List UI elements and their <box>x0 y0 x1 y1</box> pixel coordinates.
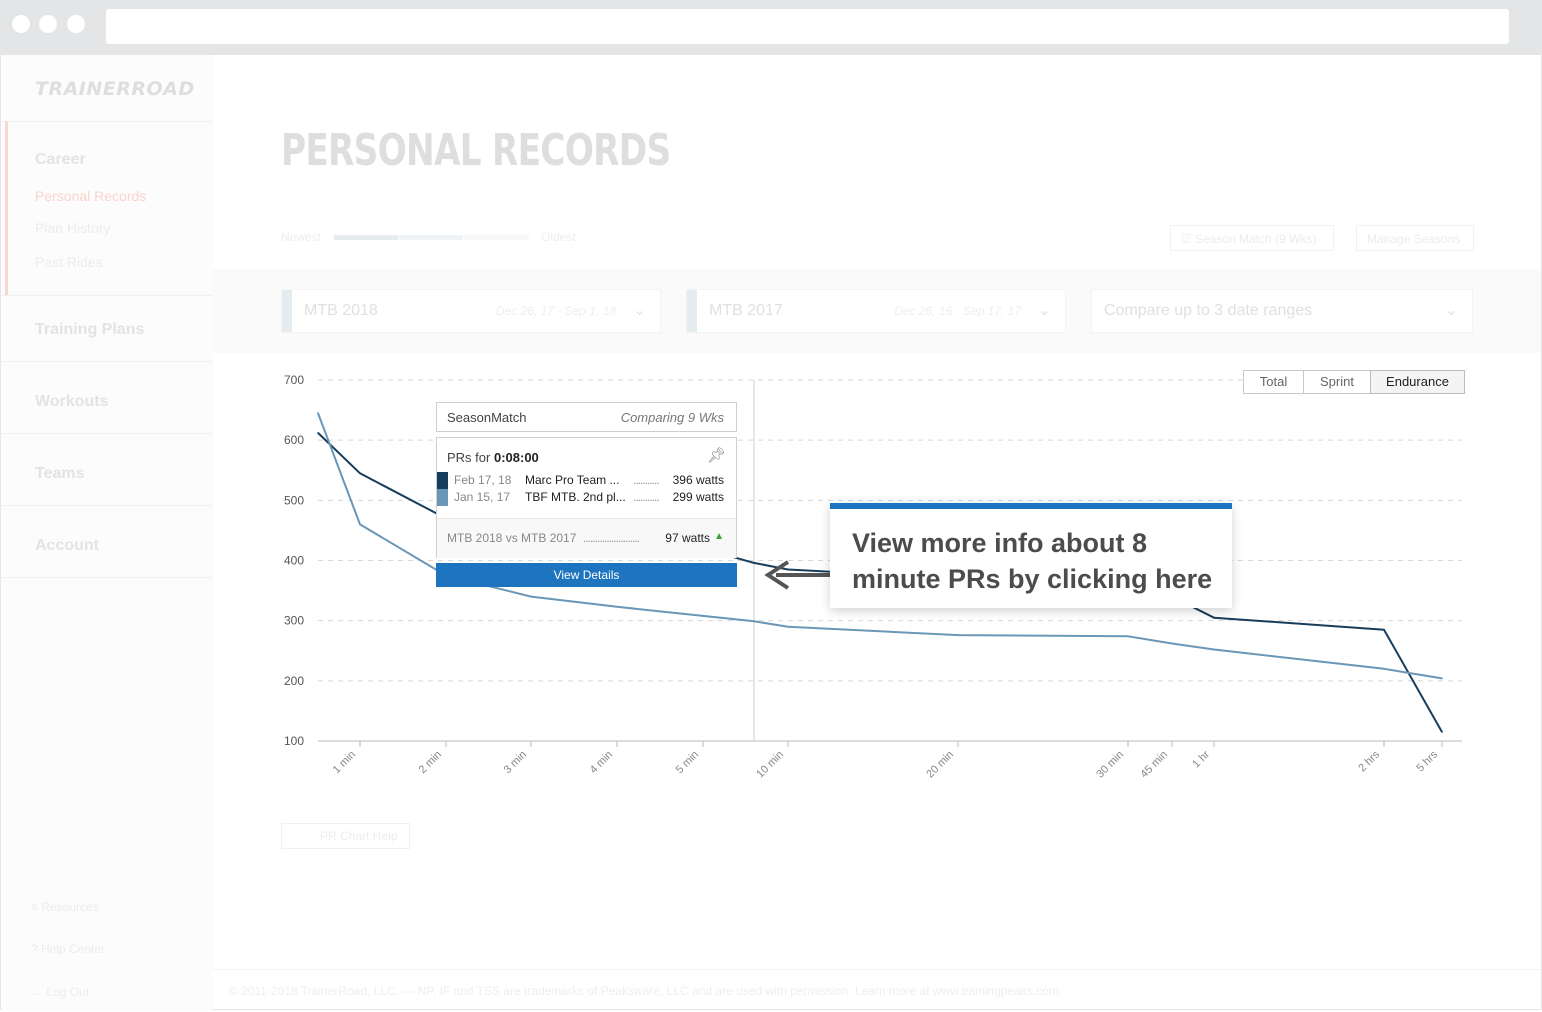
help-center-label: Help Center <box>41 942 106 956</box>
season-match-label: Season Match (9 Wks) <box>1195 232 1317 246</box>
prs-for-label: PRs for <box>447 450 491 465</box>
compare-vs: vs <box>505 531 518 545</box>
chevron-down-icon: ⌄ <box>632 302 646 319</box>
dot-leader: ........................ <box>583 531 640 545</box>
nav-training-plans[interactable]: Training Plans <box>35 321 145 338</box>
nav-account[interactable]: Account <box>35 537 99 554</box>
pr-date: Feb 17, 18 <box>454 473 512 487</box>
pr-duration: 0:08:00 <box>493 450 539 465</box>
pr-workout-name: TBF MTB. 2nd pl... <box>525 490 626 504</box>
footer-text: © 2011-2018 TrainerRoad, LLC. — NP, IF a… <box>229 984 1063 998</box>
divider <box>1 361 213 362</box>
scale-newest-label: Newest <box>281 230 322 244</box>
nav-log-out[interactable]: ← Log Out <box>31 985 89 999</box>
pr-row[interactable]: Feb 17, 18 Marc Pro Team ... ...........… <box>437 472 736 489</box>
checkbox-icon: ☑ <box>1181 232 1196 246</box>
address-bar[interactable] <box>106 9 1509 44</box>
dot-leader: ........... <box>633 473 660 487</box>
log-out-label: Log Out <box>46 985 90 999</box>
nav-teams[interactable]: Teams <box>35 465 85 482</box>
range-color-stripe <box>282 290 292 332</box>
nav-personal-records[interactable]: Personal Records <box>35 188 147 204</box>
nav-plan-history[interactable]: Plan History <box>35 220 111 236</box>
series-swatch <box>437 472 448 489</box>
dot-leader: ........... <box>633 490 660 504</box>
compare-placeholder: Compare up to 3 date ranges <box>1104 302 1313 319</box>
chevron-down-icon: ⌄ <box>1037 302 1051 319</box>
window-minimize-dot[interactable] <box>39 15 57 33</box>
logout-icon: ← <box>31 985 47 999</box>
resources-label: Resources <box>41 900 99 914</box>
pr-tooltip: PRs for 0:08:00 📌︎ Feb 17, 18 Marc Pro T… <box>436 437 737 558</box>
view-details-button[interactable]: View Details <box>436 563 737 587</box>
scale-bar-segment <box>399 235 463 240</box>
annotation-callout: View more info about 8 minute PRs by cli… <box>830 503 1232 608</box>
tooltip-heading: PRs for 0:08:00 <box>447 450 539 465</box>
help-icon: ? <box>31 942 42 956</box>
scale-bar-segment <box>464 235 529 240</box>
range-color-stripe <box>687 290 697 332</box>
nav-workouts[interactable]: Workouts <box>35 393 109 410</box>
resources-icon: ≡ <box>31 900 42 914</box>
date-range-select-1[interactable]: MTB 2018 Dec 26, 17 - Sep 1, 18 ⌄ <box>281 289 661 333</box>
comparing-weeks: Comparing 9 Wks <box>620 410 724 425</box>
window-close-dot[interactable] <box>12 15 30 33</box>
divider <box>1 121 213 122</box>
nav-help-center[interactable]: ? Help Center <box>31 942 105 956</box>
divider <box>1 577 213 578</box>
pr-watts: 299 watts <box>672 490 724 504</box>
pr-watts: 396 watts <box>672 473 724 487</box>
range-label: MTB 2017 <box>709 302 783 319</box>
nav-past-rides[interactable]: Past Rides <box>35 254 103 270</box>
divider <box>1 505 213 506</box>
nav-career[interactable]: Career <box>35 151 86 168</box>
season-match-checkbox[interactable]: ☑ Season Match (9 Wks) <box>1170 225 1334 251</box>
chevron-down-icon: ⌄ <box>1444 302 1458 319</box>
main-content: PERSONAL RECORDS Newest Oldest ☑ Season … <box>213 55 1541 1011</box>
toggle-total[interactable]: Total <box>1243 370 1304 394</box>
comparison-delta: 97 watts <box>665 531 710 545</box>
pr-date: Jan 15, 17 <box>454 490 511 504</box>
seasonmatch-header: SeasonMatch Comparing 9 Wks <box>436 402 737 432</box>
comparison-label: MTB 2018 vs MTB 2017 <box>447 531 576 545</box>
toggle-sprint[interactable]: Sprint <box>1303 370 1371 394</box>
manage-seasons-button[interactable]: Manage Seasons <box>1356 225 1474 251</box>
toggle-endurance[interactable]: Endurance <box>1370 370 1465 394</box>
seasonmatch-label: SeasonMatch <box>447 410 527 425</box>
pin-icon[interactable]: 📌︎ <box>706 447 726 464</box>
page-title: PERSONAL RECORDS <box>281 125 671 176</box>
pr-workout-name: Marc Pro Team ... <box>525 473 620 487</box>
footer: © 2011-2018 TrainerRoad, LLC. — NP, IF a… <box>213 969 1541 1012</box>
up-arrow-icon: ▲ <box>714 531 724 542</box>
date-range-select-2[interactable]: MTB 2017 Dec 26, 16 - Sep 17, 17 ⌄ <box>686 289 1066 333</box>
range-dates: Dec 26, 16 - Sep 17, 17 <box>894 304 1021 318</box>
compare-ranges-select[interactable]: Compare up to 3 date ranges ⌄ <box>1091 289 1473 333</box>
app-window: TRAINERROAD Career Personal Records Plan… <box>0 54 1542 1011</box>
trainerroad-logo: TRAINERROAD <box>35 78 195 100</box>
browser-chrome <box>0 0 1542 54</box>
compare-a: MTB 2018 <box>447 531 503 545</box>
range-dates: Dec 26, 17 - Sep 1, 18 <box>495 304 616 318</box>
scale-bar-segment <box>334 235 398 240</box>
scale-oldest-label: Oldest <box>541 230 576 244</box>
nav-resources[interactable]: ≡ Resources <box>31 900 99 914</box>
divider <box>1 433 213 434</box>
sidebar: TRAINERROAD Career Personal Records Plan… <box>1 55 213 1011</box>
range-label: MTB 2018 <box>304 302 378 319</box>
series-swatch <box>437 489 448 506</box>
divider <box>1 295 213 296</box>
window-maximize-dot[interactable] <box>67 15 85 33</box>
pr-row[interactable]: Jan 15, 17 TBF MTB. 2nd pl... ..........… <box>437 489 736 506</box>
comparison-row: MTB 2018 vs MTB 2017 ...................… <box>437 518 736 558</box>
pr-chart-help-button[interactable]: PR Chart Help <box>281 823 410 849</box>
compare-b: MTB 2017 <box>521 531 577 545</box>
callout-text: View more info about 8 minute PRs by cli… <box>852 528 1213 594</box>
career-active-accent <box>5 121 8 295</box>
